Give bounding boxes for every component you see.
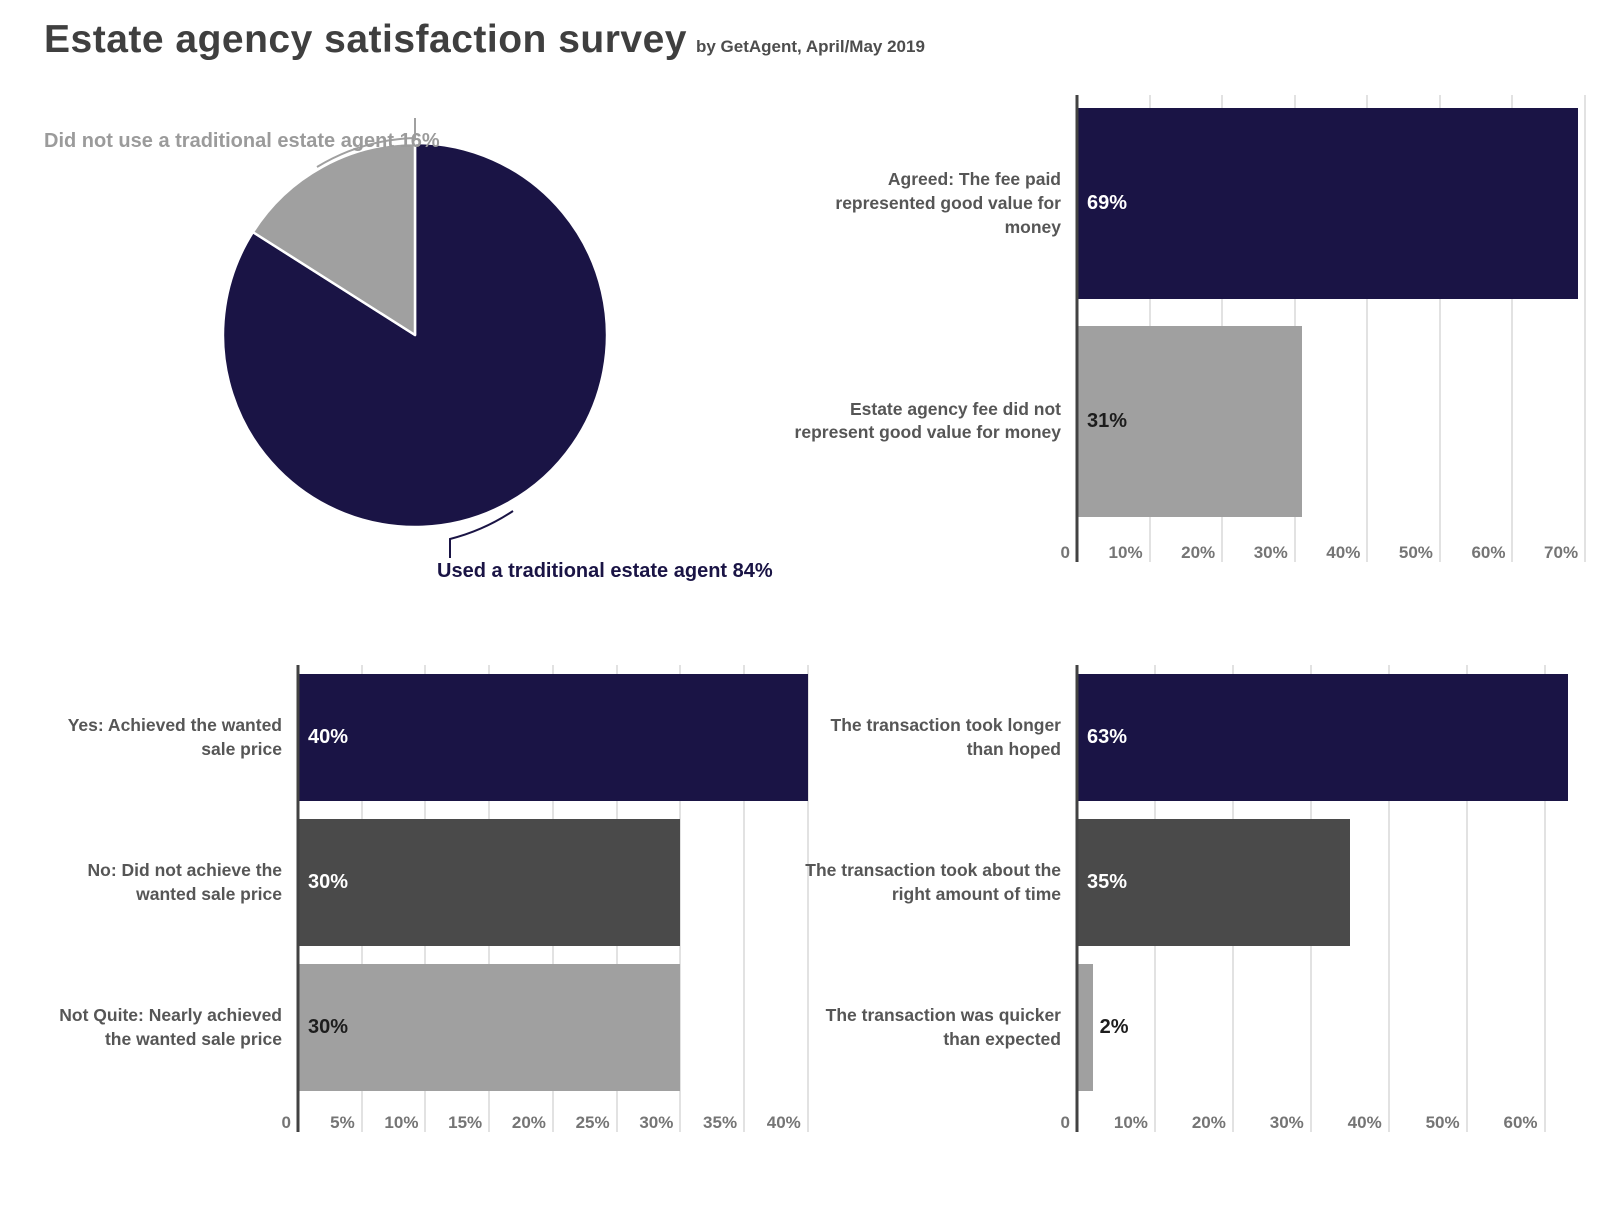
category-label: The transaction was quicker than expecte… [825, 1004, 1061, 1049]
used-agent-pie-chart [221, 118, 609, 558]
plot-area: 0 10% 20% 30% 40% 50% 60% 70% 69% 31% [1061, 95, 1617, 562]
gridline [1366, 95, 1369, 562]
x-axis-tick: 10% [1113, 1113, 1148, 1132]
bar-sale-price-chart-2: 30% [298, 963, 681, 1092]
x-axis-tick: 30% [639, 1113, 674, 1132]
plot-area: 0 10% 20% 30% 40% 50% 60% 63% 35% 2% [1061, 665, 1617, 1132]
x-axis-tick: 40% [1347, 1113, 1382, 1132]
x-axis-tick: 0 [1060, 1113, 1070, 1132]
page-title: Estate agency satisfaction survey [44, 18, 687, 61]
gridline [1511, 95, 1514, 562]
fee-value-bar-chart: Agreed: The fee paid represented good va… [790, 95, 1617, 562]
x-axis-tick: 25% [575, 1113, 610, 1132]
callout-line-used-agent [449, 510, 514, 558]
bar-value-label: 40% [308, 726, 349, 748]
category-axis: The transaction took longer than hoped Th… [790, 665, 1077, 1100]
category-label: Estate agency fee did not represent good… [794, 398, 1061, 443]
callout-line-no-agent [316, 118, 416, 168]
bar-sale-price-chart-1: 30% [298, 818, 681, 947]
x-axis-tick: 0 [281, 1113, 291, 1132]
bar-value-label: 31% [1087, 409, 1128, 432]
gridline [1465, 665, 1468, 1132]
bars-area: 69% 31% [1077, 95, 1617, 530]
x-axis-tick: 40% [766, 1113, 801, 1132]
bar-row: 2% [1077, 955, 1617, 1100]
bar-row: 63% [1077, 665, 1617, 810]
x-axis-tick: 0 [1060, 543, 1070, 562]
gridline [1387, 665, 1390, 1132]
gridline [1438, 95, 1441, 562]
x-axis-tick: 50% [1425, 1113, 1460, 1132]
x-axis-tick: 70% [1544, 543, 1579, 562]
category-label: Yes: Achieved the wanted sale price [67, 714, 282, 759]
bar-value-label: 69% [1087, 192, 1128, 215]
x-axis-tick: 20% [1181, 543, 1216, 562]
pie-slice-no-agent [251, 141, 417, 337]
bar-value-label: 30% [308, 1016, 349, 1038]
category-axis: Agreed: The fee paid represented good va… [790, 95, 1077, 530]
x-axis-tick: 20% [1191, 1113, 1226, 1132]
bar-row: 30% [298, 955, 818, 1100]
category-label: The transaction took longer than hoped [830, 714, 1061, 759]
y-axis-line [1075, 95, 1079, 562]
gridline [1584, 95, 1587, 562]
x-axis-tick: 60% [1503, 1113, 1538, 1132]
bar-value-label: 2% [1099, 1016, 1129, 1038]
x-axis-tick: 5% [330, 1113, 355, 1132]
pie-label-no-agent: Did not use a traditional estate agent 1… [44, 130, 440, 152]
sale-price-bar-chart: Yes: Achieved the wanted sale price No: D… [35, 665, 818, 1132]
gridline [743, 665, 746, 1132]
category-label: Agreed: The fee paid represented good va… [835, 169, 1061, 237]
bars-area: 40% 30% 30% [298, 665, 818, 1100]
x-axis-tick: 50% [1398, 543, 1433, 562]
bar-value-label: 30% [308, 871, 349, 893]
bar-row: 35% [1077, 810, 1617, 955]
bar-row: 69% [1077, 95, 1617, 313]
bar-fee-value-chart-0: 69% [1077, 108, 1578, 300]
bar-transaction-time-chart-1: 35% [1077, 818, 1350, 947]
bar-value-label: 35% [1087, 871, 1128, 893]
x-axis-tick: 20% [511, 1113, 546, 1132]
bar-sale-price-chart-0: 40% [298, 673, 808, 802]
bar-transaction-time-chart-2: 2% [1077, 963, 1128, 1092]
bar-row: 40% [298, 665, 818, 810]
x-axis-tick: 30% [1253, 543, 1288, 562]
bar-value-label: 63% [1087, 726, 1128, 748]
bar-transaction-time-chart-0: 63% [1077, 673, 1568, 802]
bars-area: 63% 35% 2% [1077, 665, 1617, 1100]
report-header: Estate agency satisfaction survey by GetA… [44, 18, 925, 62]
transaction-time-bar-chart: The transaction took longer than hoped Th… [790, 665, 1617, 1132]
category-label: The transaction took about the right amo… [805, 859, 1061, 904]
category-axis: Yes: Achieved the wanted sale price No: D… [35, 665, 298, 1100]
pie-label-used-agent: Used a traditional estate agent 84% [437, 560, 773, 582]
x-axis-tick: 60% [1471, 543, 1506, 562]
y-axis-line [296, 665, 300, 1132]
x-axis-tick: 10% [384, 1113, 419, 1132]
category-label: No: Did not achieve the wanted sale pric… [87, 859, 282, 904]
bar-fee-value-chart-1: 31% [1077, 325, 1302, 517]
plot-area: 0 5% 10% 15% 20% 25% 30% 35% 40% 40% 30% 30% [282, 665, 818, 1132]
page-subtitle: by GetAgent, April/May 2019 [695, 37, 925, 56]
gridline [806, 665, 809, 1132]
bar-row: 31% [1077, 313, 1617, 531]
gridline [679, 665, 682, 1132]
bar-row: 30% [298, 810, 818, 955]
x-axis-tick: 30% [1269, 1113, 1304, 1132]
y-axis-line [1075, 665, 1079, 1132]
x-axis-tick: 40% [1326, 543, 1361, 562]
gridline [1543, 665, 1546, 1132]
x-axis-tick: 35% [703, 1113, 738, 1132]
category-label: Not Quite: Nearly achieved the wanted sa… [59, 1004, 282, 1049]
x-axis-tick: 10% [1108, 543, 1143, 562]
x-axis-tick: 15% [448, 1113, 483, 1132]
